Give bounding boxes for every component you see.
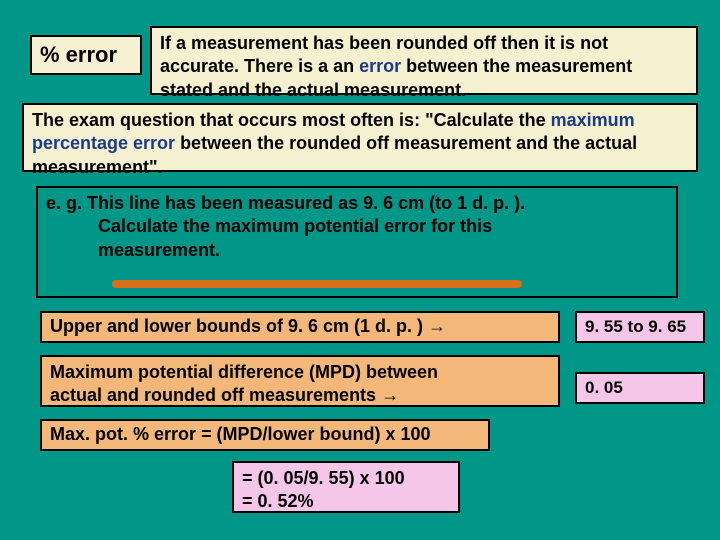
title-box: % error xyxy=(30,35,142,75)
example-line2: Calculate the maximum potential error fo… xyxy=(46,215,668,238)
step2-line1: Maximum potential difference (MPD) betwe… xyxy=(50,361,550,384)
result-line2: = 0. 52% xyxy=(242,490,450,513)
step2-answer-box: 0. 05 xyxy=(575,372,705,404)
title-label: % error xyxy=(40,41,117,70)
step1-label-box: Upper and lower bounds of 9. 6 cm (1 d. … xyxy=(40,311,560,343)
example-line1: e. g. This line has been measured as 9. … xyxy=(46,192,668,215)
step2-line2: actual and rounded off measurements → xyxy=(50,384,550,407)
step2-answer: 0. 05 xyxy=(585,377,623,399)
step1-answer: 9. 55 to 9. 65 xyxy=(585,316,686,338)
intro-box: If a measurement has been rounded off th… xyxy=(150,26,698,95)
intro-highlight: error xyxy=(359,56,401,76)
step1-answer-box: 9. 55 to 9. 65 xyxy=(575,311,705,343)
example-line3: measurement. xyxy=(46,239,668,262)
example-box: e. g. This line has been measured as 9. … xyxy=(36,186,678,298)
step3-label: Max. pot. % error = (MPD/lower bound) x … xyxy=(50,423,431,446)
step2-label-box: Maximum potential difference (MPD) betwe… xyxy=(40,355,560,407)
step3-label-box: Max. pot. % error = (MPD/lower bound) x … xyxy=(40,419,490,451)
measured-line-icon xyxy=(112,280,522,288)
exam-box: The exam question that occurs most often… xyxy=(22,103,698,172)
exam-pre: The exam question that occurs most often… xyxy=(32,110,551,130)
result-box: = (0. 05/9. 55) x 100 = 0. 52% xyxy=(232,461,460,513)
result-line1: = (0. 05/9. 55) x 100 xyxy=(242,467,450,490)
step1-label: Upper and lower bounds of 9. 6 cm (1 d. … xyxy=(50,315,446,338)
